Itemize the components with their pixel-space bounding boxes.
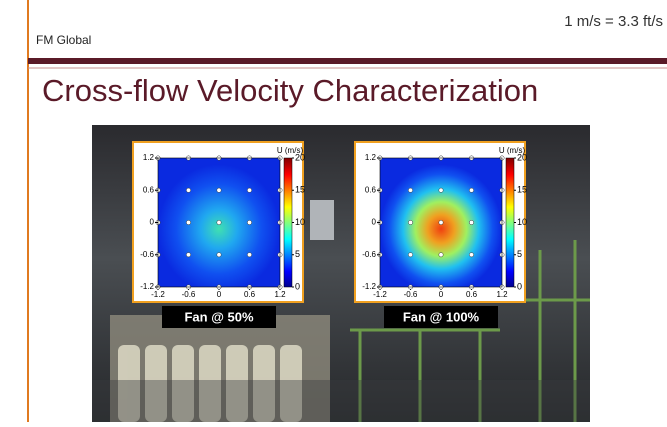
measure-point: [217, 220, 221, 224]
x-tick-label: -1.2: [373, 290, 387, 299]
y-tick-label: 1.2: [365, 153, 377, 162]
measure-point: [408, 253, 412, 257]
colorbar-tick-label: 5: [295, 249, 300, 259]
measure-point: [408, 188, 412, 192]
measure-point: [247, 188, 251, 192]
slide: FM Global 1 m/s = 3.3 ft/s Cross-flow Ve…: [0, 0, 667, 422]
x-tick-label: 0.6: [244, 290, 256, 299]
x-tick-label: 1.2: [496, 290, 508, 299]
x-tick-label: 1.2: [274, 290, 286, 299]
measure-point: [469, 253, 473, 257]
y-tick-label: 0.6: [143, 185, 155, 194]
measure-point: [439, 220, 443, 224]
y-tick-label: 0: [150, 218, 155, 227]
conversion: 1 m/s = 3.3 ft/s: [564, 13, 663, 30]
x-tick-label: -0.6: [182, 290, 196, 299]
colorbar-tick-label: 10: [295, 217, 305, 227]
colorbar-tick-label: 20: [517, 152, 527, 162]
x-tick-label: -0.6: [404, 290, 418, 299]
y-tick-label: -0.6: [140, 250, 154, 259]
colorbar-tick-label: 5: [517, 249, 522, 259]
y-tick-label: 0: [372, 218, 377, 227]
colorbar: [284, 158, 292, 287]
x-tick-label: 0: [217, 290, 222, 299]
y-tick-label: -1.2: [140, 282, 154, 291]
y-tick-label: -0.6: [362, 250, 376, 259]
measure-point: [186, 253, 190, 257]
measure-point: [469, 220, 473, 224]
colorbar-tick-label: 15: [295, 185, 305, 195]
measure-point: [439, 188, 443, 192]
measure-point: [217, 188, 221, 192]
measure-point: [186, 188, 190, 192]
x-tick-label: 0: [439, 290, 444, 299]
measure-point: [247, 253, 251, 257]
colorbar-tick-label: 20: [295, 152, 305, 162]
colorbar-tick-label: 0: [295, 281, 300, 291]
measure-point: [469, 188, 473, 192]
caption: Fan @ 100%: [403, 309, 480, 324]
measure-point: [439, 253, 443, 257]
colorbar-tick-label: 10: [517, 217, 527, 227]
measure-point: [247, 220, 251, 224]
x-tick-label: -1.2: [151, 290, 165, 299]
measure-point: [186, 220, 190, 224]
company: FM Global: [36, 33, 91, 47]
y-tick-label: -1.2: [362, 282, 376, 291]
colorbar-tick-label: 15: [517, 185, 527, 195]
measure-point: [408, 220, 412, 224]
x-tick-label: 0.6: [466, 290, 478, 299]
colorbar: [506, 158, 514, 287]
y-tick-label: 1.2: [143, 153, 155, 162]
measure-point: [217, 253, 221, 257]
caption: Fan @ 50%: [184, 309, 253, 324]
colorbar-tick-label: 0: [517, 281, 522, 291]
slide-title: Cross-flow Velocity Characterization: [42, 73, 538, 108]
header-band: [28, 58, 667, 64]
y-tick-label: 0.6: [365, 185, 377, 194]
